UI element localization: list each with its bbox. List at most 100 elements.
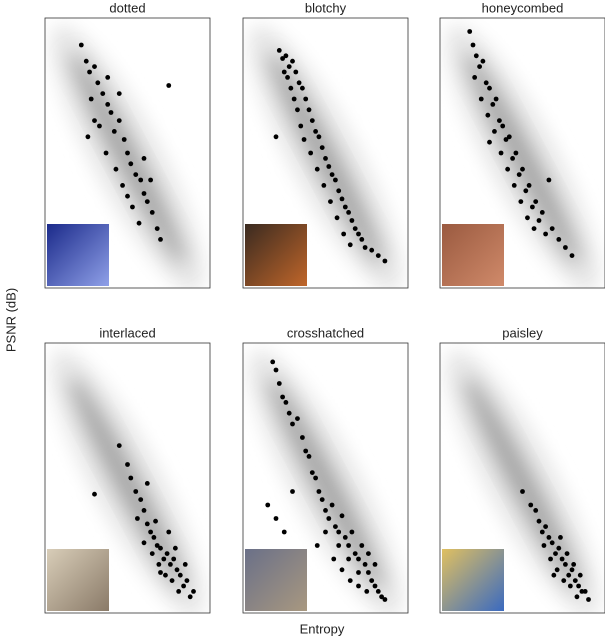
x-axis-label: Entropy [300,621,345,636]
scatter-point [578,573,583,578]
scatter-point [485,113,490,118]
scatter-point [575,594,580,599]
scatter-point [336,188,341,193]
scatter-point [523,188,528,193]
scatter-point [350,530,355,535]
scatter-point [492,129,497,134]
scatter-point [287,411,292,416]
scatter-point [277,48,282,53]
scatter-point [356,584,361,589]
scatter-point [135,516,140,521]
panel-title: interlaced [99,325,155,340]
scatter-point [120,183,125,188]
scatter-point [295,416,300,421]
scatter-point [130,205,135,210]
scatter-point [528,503,533,508]
scatter-point [313,129,318,134]
scatter-point [297,80,302,85]
scatter-point [293,70,298,75]
scatter-point [175,567,180,572]
scatter-point [369,578,374,583]
scatter-point [532,226,537,231]
scatter-point [158,546,163,551]
scatter-point [551,573,556,578]
scatter-point [487,140,492,145]
scatter-point [313,476,318,481]
scatter-point [570,567,575,572]
scatter-point [320,497,325,502]
scatter-point [556,237,561,242]
scatter-point [125,462,130,467]
panel-title: honeycombed [482,0,564,15]
texture-inset [245,549,307,611]
scatter-point [97,124,102,129]
scatter-point [315,543,320,548]
scatter-point [145,481,150,486]
scatter-point [576,584,581,589]
scatter-point [109,110,114,115]
scatter-point [353,226,358,231]
scatter-point [300,86,305,91]
scatter-point [79,43,84,48]
scatter-point [571,562,576,567]
scatter-point [477,64,482,69]
scatter-point [550,226,555,231]
scatter-point [467,29,472,34]
scatter-point [142,540,147,545]
scatter-point [537,519,542,524]
scatter-point [510,156,515,161]
scatter-point [383,259,388,264]
scatter-point [105,102,110,107]
scatter-point [471,43,476,48]
scatter-point [138,497,143,502]
scatter-point [117,91,122,96]
texture-inset [245,224,307,286]
scatter-point [300,435,305,440]
scatter-point [287,64,292,69]
scatter-point [185,578,190,583]
scatter-point [138,178,143,183]
scatter-point [333,178,338,183]
scatter-point [152,535,157,540]
scatter-point [265,503,270,508]
scatter-point [346,210,351,215]
scatter-point [155,226,160,231]
scatter-point [543,524,548,529]
scatter-point [330,503,335,508]
scatter-point [481,59,486,64]
panel-title: dotted [109,0,145,15]
scatter-point [373,584,378,589]
scatter-point [359,237,364,242]
scatter-point [117,443,122,448]
scatter-point [282,530,287,535]
scatter-point [363,562,368,567]
scatter-point [472,75,477,80]
scatter-point [340,197,345,202]
scatter-point [274,516,279,521]
scatter-point [274,134,279,139]
scatter-point [326,516,331,521]
scatter-point [350,218,355,223]
scatter-point [178,573,183,578]
scatter-point [570,253,575,258]
scatter-point [364,589,369,594]
scatter-point [165,551,170,556]
scatter-point [514,151,519,156]
scatter-point [95,80,100,85]
scatter-point [484,80,489,85]
y-axis-label: PSNR (dB) [3,288,18,352]
scatter-point [321,183,326,188]
scatter-point [295,107,300,112]
scatter-point [317,134,322,139]
scatter-point [550,540,555,545]
scatter-point [310,470,315,475]
scatter-point [320,145,325,150]
scatter-point [356,570,361,575]
scatter-point [563,562,568,567]
scatter-point [558,535,563,540]
scatter-point [137,221,142,226]
scatter-point [340,513,345,518]
scatter-point [340,567,345,572]
scatter-point [156,562,161,567]
scatter-point [284,400,289,405]
